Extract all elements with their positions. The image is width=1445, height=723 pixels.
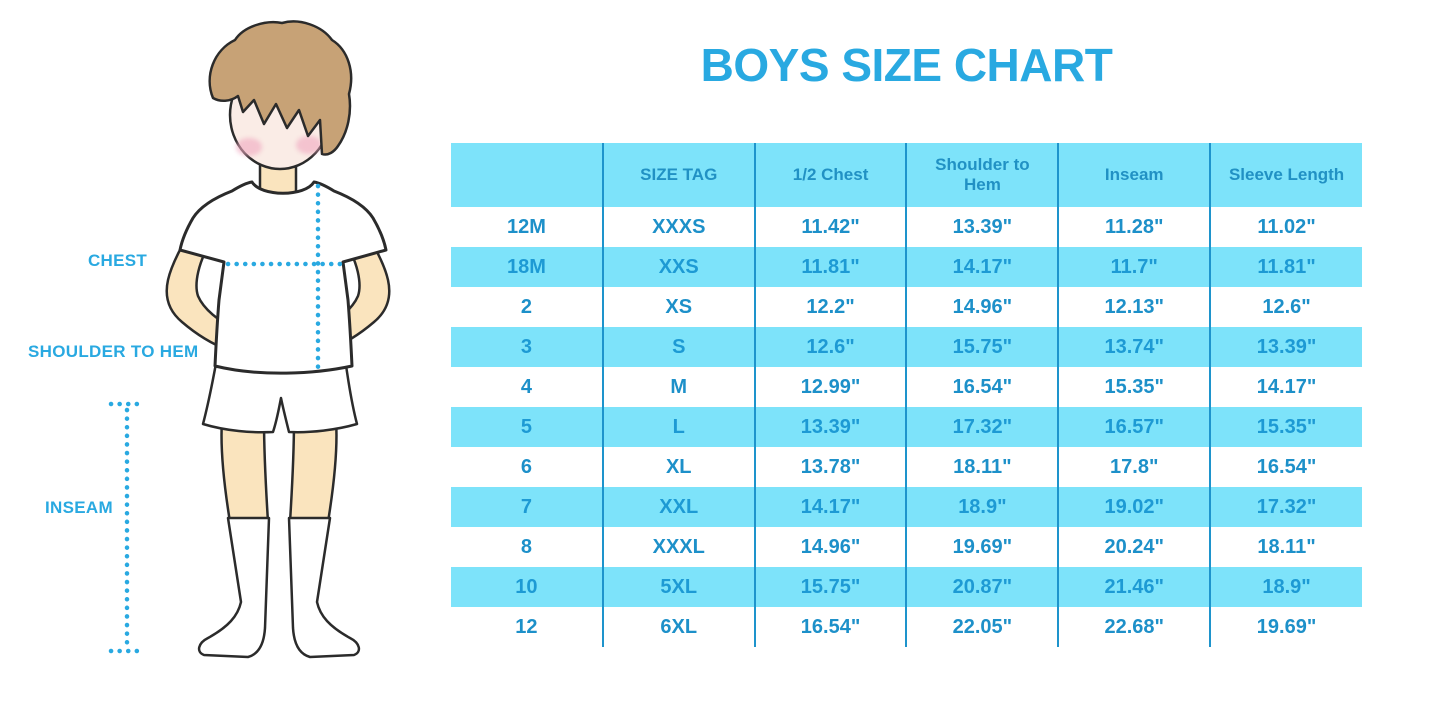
table-row: 4 M 12.99" 16.54" 15.35" 14.17": [451, 367, 1362, 407]
value-cell: XXXL: [601, 527, 755, 567]
value-cell: 21.46": [1057, 567, 1211, 607]
table-row: 6 XL 13.78" 18.11" 17.8" 16.54": [451, 447, 1362, 487]
value-cell: XL: [601, 447, 755, 487]
value-cell: 13.74": [1057, 327, 1211, 367]
table-row: 10 5XL 15.75" 20.87" 21.46" 18.9": [451, 567, 1362, 607]
value-cell: 12.6": [1209, 287, 1362, 327]
size-cell: 10: [451, 567, 603, 607]
value-cell: 17.32": [905, 407, 1059, 447]
value-cell: 22.05": [905, 607, 1059, 647]
value-cell: 22.68": [1057, 607, 1211, 647]
value-cell: 20.87": [905, 567, 1059, 607]
value-cell: 15.35": [1057, 367, 1211, 407]
value-cell: XS: [601, 287, 755, 327]
shoulder-to-hem-label: SHOULDER TO HEM: [28, 342, 199, 361]
chest-label: CHEST: [87, 251, 148, 270]
table-header: SIZE TAG 1/2 Chest Shoulder to Hem Inseam Sl…: [451, 143, 1362, 207]
hair: [208, 20, 353, 156]
size-cell: 8: [520, 535, 532, 558]
table-row: 8 XXXL 14.96" 19.69" 20.24" 18.11": [451, 527, 1362, 567]
table-row: 5 L 13.39" 17.32" 16.57" 15.35": [451, 407, 1362, 447]
value-cell: 13.39": [1209, 327, 1362, 367]
size-chart-table: SIZE TAG 1/2 Chest Shoulder to Hem Inseam Sl…: [451, 143, 1362, 647]
value-cell: L: [601, 407, 755, 447]
value-cell: 12.6": [753, 327, 907, 367]
value-cell: XXL: [601, 487, 755, 527]
column-header: 1/2 Chest: [753, 143, 907, 207]
legs: [220, 418, 338, 524]
size-cell: 4: [520, 375, 532, 398]
value-cell: M: [601, 367, 755, 407]
column-header: SIZE TAG: [601, 143, 755, 207]
value-cell: 18.11": [1209, 527, 1362, 567]
value-cell: 18.11": [905, 447, 1059, 487]
cheeks: [236, 136, 322, 156]
value-cell: 13.39": [753, 407, 907, 447]
size-cell: 2: [520, 295, 532, 318]
value-cell: 17.32": [1209, 487, 1362, 527]
value-cell: XXS: [601, 247, 755, 287]
value-cell: 5XL: [601, 567, 755, 607]
value-cell: 16.54": [905, 367, 1059, 407]
value-cell: 18.9": [1209, 567, 1362, 607]
value-cell: 15.75": [905, 327, 1059, 367]
table-row: 2 XS 12.2" 14.96" 12.13" 12.6": [451, 287, 1362, 327]
value-cell: 20.24": [1057, 527, 1211, 567]
socks: [197, 516, 361, 659]
header-row: SIZE TAG 1/2 Chest Shoulder to Hem Inseam Sl…: [451, 143, 1362, 207]
size-chart-container: SIZE TAG 1/2 Chest Shoulder to Hem Inseam Sl…: [451, 143, 1362, 647]
column-header: Sleeve Length: [1209, 143, 1362, 207]
value-cell: 15.35": [1209, 407, 1362, 447]
value-cell: 14.17": [1209, 367, 1362, 407]
value-cell: 11.81": [753, 247, 907, 287]
size-cell: 12M: [506, 215, 546, 238]
boy-figure-illustration: [108, 20, 391, 659]
value-cell: 16.57": [1057, 407, 1211, 447]
value-cell: 17.8": [1057, 447, 1211, 487]
value-cell: 12.13": [1057, 287, 1211, 327]
value-cell: 11.42": [753, 207, 907, 247]
value-cell: 14.96": [905, 287, 1059, 327]
table-row: 12 6XL 16.54" 22.05" 22.68" 19.69": [451, 607, 1362, 647]
value-cell: XXXS: [601, 207, 755, 247]
value-cell: 14.17": [905, 247, 1059, 287]
table-row: 7 XXL 14.17" 18.9" 19.02" 17.32": [451, 487, 1362, 527]
value-cell: 19.69": [1209, 607, 1362, 647]
value-cell: 6XL: [601, 607, 755, 647]
table-row: 12M XXXS 11.42" 13.39" 11.28" 11.02": [451, 207, 1362, 247]
size-cell: 12: [515, 615, 538, 638]
t-shirt: [178, 180, 388, 375]
size-cell: 18M: [451, 247, 603, 287]
value-cell: 12.2": [753, 287, 907, 327]
value-cell: 11.81": [1209, 247, 1362, 287]
value-cell: 12.99": [753, 367, 907, 407]
column-header: Inseam: [1057, 143, 1211, 207]
value-cell: 19.02": [1057, 487, 1211, 527]
size-cell: 6: [520, 455, 532, 478]
size-cell: 5: [451, 407, 603, 447]
value-cell: 11.02": [1209, 207, 1362, 247]
value-cell: 11.28": [1057, 207, 1211, 247]
table-row: 3 S 12.6" 15.75" 13.74" 13.39": [451, 327, 1362, 367]
value-cell: S: [601, 327, 755, 367]
value-cell: 14.96": [753, 527, 907, 567]
value-cell: 13.78": [753, 447, 907, 487]
value-cell: 13.39": [905, 207, 1059, 247]
value-cell: 18.9": [905, 487, 1059, 527]
inseam-label: INSEAM: [45, 498, 113, 517]
page-title: BOYS SIZE CHART: [700, 39, 1113, 91]
value-cell: 16.54": [753, 607, 907, 647]
value-cell: 14.17": [753, 487, 907, 527]
value-cell: 19.69": [905, 527, 1059, 567]
column-header: Shoulder to Hem: [905, 143, 1059, 207]
table-row: 18M XXS 11.81" 14.17" 11.7" 11.81": [451, 247, 1362, 287]
size-cell: 3: [451, 327, 603, 367]
table-body: 12M XXXS 11.42" 13.39" 11.28" 11.02" 18M XXS 11.…: [451, 207, 1362, 647]
column-header: [451, 143, 603, 207]
value-cell: 11.7": [1057, 247, 1211, 287]
value-cell: 15.75": [753, 567, 907, 607]
value-cell: 16.54": [1209, 447, 1362, 487]
size-cell: 7: [451, 487, 603, 527]
